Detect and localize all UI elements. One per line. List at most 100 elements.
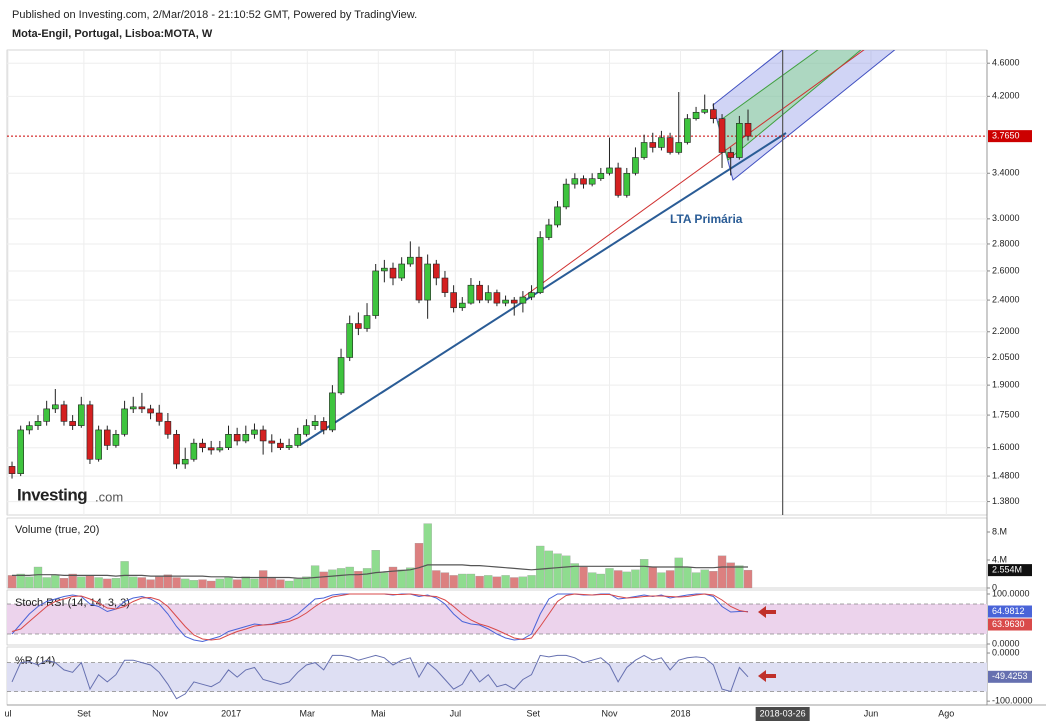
candle-body (121, 408, 128, 435)
volume-bar (743, 569, 753, 589)
volume-bar (544, 550, 554, 589)
price-box (988, 130, 1032, 143)
x-tick-label: Ago (938, 708, 954, 718)
volume-bar (691, 572, 701, 589)
volume-bar (284, 580, 294, 589)
candle-body (467, 284, 475, 304)
candle-body (744, 123, 752, 137)
candle-body (207, 447, 215, 451)
volume-bar (501, 575, 510, 589)
candle-body (77, 404, 85, 426)
candle-body (112, 434, 120, 446)
volume-bar (735, 565, 744, 589)
candle-body (606, 167, 613, 174)
volume-bar (51, 575, 60, 589)
candle-body (355, 323, 362, 329)
band (7, 604, 987, 634)
x-tick-label: Mar (300, 708, 316, 718)
candle-body (259, 429, 267, 442)
panel-title: %R (14) (15, 655, 55, 667)
candle-body (17, 429, 24, 474)
volume-bar (103, 578, 112, 589)
y-tick-label: 1.6000 (992, 442, 1020, 452)
candle-body (155, 412, 163, 422)
x-tick-label: Jul (450, 708, 462, 718)
candle-body (173, 434, 180, 465)
volume-bar (258, 570, 268, 589)
candle-body (69, 421, 76, 426)
volume-bar (553, 553, 562, 589)
candle-body (632, 157, 639, 174)
candle-body (554, 206, 561, 226)
indicator-line (11, 654, 749, 700)
volume-bar (267, 578, 276, 589)
candle-body (441, 277, 449, 293)
volume-bar (42, 577, 51, 589)
y-tick-label: 4.M (992, 554, 1007, 564)
y-tick-label: 4.6000 (992, 58, 1020, 68)
marks-layer: ul Set Nov 2017 Mar Mai Jul Set Nov 2018 Jun Ago 201… (5, 50, 1033, 721)
candle-body (623, 172, 631, 196)
candle-body (381, 267, 388, 272)
candle-body (216, 447, 224, 451)
volume-bar (336, 568, 346, 589)
volume-bar (224, 577, 233, 589)
volume-bar (527, 575, 536, 589)
value-label: 63.9630 (992, 619, 1025, 629)
volume-bar (639, 559, 649, 589)
value-label: -49.4253 (992, 671, 1028, 681)
x-tick-label: ul (5, 708, 12, 718)
cursor-box (755, 707, 810, 721)
volume-bar (397, 569, 406, 589)
volume-bar (302, 576, 311, 589)
panel-title: Stoch RSI (14, 14, 3, 3) (15, 597, 130, 609)
y-tick-label: 3.0000 (992, 213, 1020, 223)
volume-bar (388, 566, 398, 589)
candle-body (34, 421, 42, 426)
volume-bar (562, 555, 571, 589)
background-layer (6, 49, 1046, 706)
indicator-line (11, 593, 749, 641)
volume-bar (293, 578, 302, 589)
x-tick-label: Jun (864, 708, 879, 718)
candle-body (346, 323, 354, 358)
candle-body (588, 178, 596, 185)
arrow (758, 670, 776, 682)
candle-body (684, 118, 691, 143)
volume-bar (25, 576, 34, 589)
volume-bar (648, 566, 657, 589)
candle-body (52, 404, 59, 410)
candle-body (736, 123, 743, 158)
y-tick-label: 4.2000 (992, 91, 1020, 101)
candle-body (337, 357, 345, 394)
candle-body (242, 434, 250, 442)
x-tick-label: 2018 (670, 708, 690, 718)
candle-body (519, 296, 527, 304)
volume-bar (717, 555, 727, 589)
candle-body (294, 434, 302, 446)
candle-body (8, 466, 16, 474)
y-tick-label: 1.9000 (992, 380, 1020, 390)
x-tick-label: Set (77, 708, 91, 718)
volume-bar (85, 575, 95, 589)
volume-bar (466, 573, 476, 589)
volume-bar (475, 575, 484, 589)
cursor-label: 2018-03-26 (760, 708, 806, 718)
candle-body (640, 142, 648, 158)
value-label: 2.554M (992, 564, 1022, 574)
volume-bar (155, 576, 164, 589)
candle-body (303, 425, 310, 435)
candle-body (95, 429, 102, 460)
candle-body (675, 142, 683, 153)
arrow (758, 606, 776, 618)
candle-body (666, 137, 674, 153)
candle-body (277, 442, 284, 449)
candle-body (164, 421, 172, 435)
volume-bar (380, 572, 389, 589)
y-tick-label: 2.6000 (992, 265, 1020, 275)
volume-bar (518, 576, 528, 589)
y-tick-label: 100.0000 (992, 588, 1030, 598)
candle-body (502, 299, 509, 304)
volume-bar (68, 573, 77, 589)
